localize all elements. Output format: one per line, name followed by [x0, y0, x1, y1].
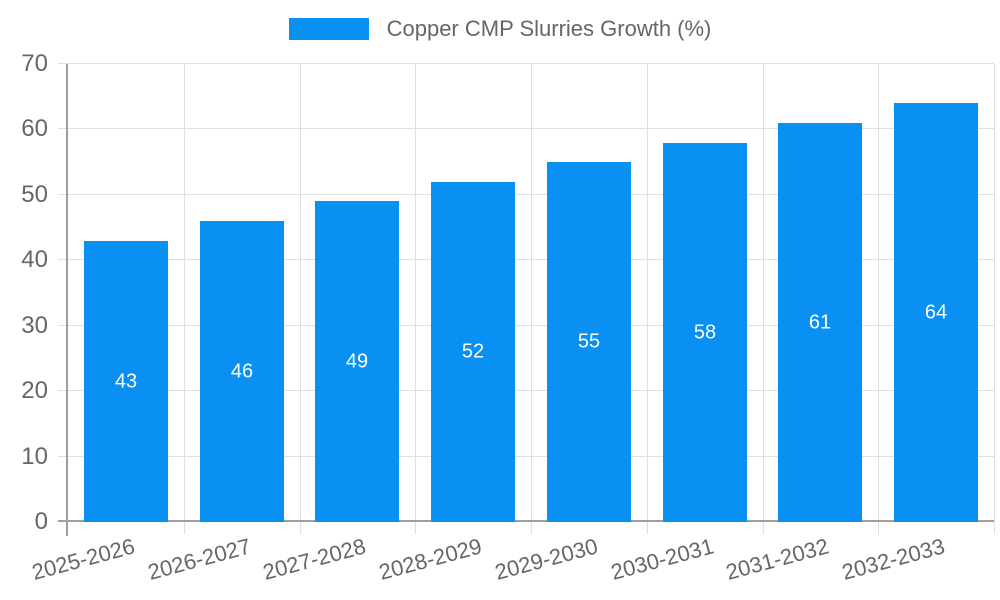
gridline [415, 64, 416, 522]
x-axis-line [58, 520, 994, 522]
bar[interactable]: 61 [778, 123, 862, 522]
bar-value-label: 46 [230, 360, 254, 382]
gridline [994, 64, 995, 522]
bar-value-label: 64 [924, 301, 948, 323]
x-axis-tick [300, 522, 301, 534]
y-axis-tick [58, 63, 68, 64]
bar-value-label: 49 [345, 350, 369, 372]
x-axis-tick [184, 522, 185, 534]
y-axis-tick [58, 390, 68, 391]
y-tick-label: 50 [21, 181, 48, 208]
bar[interactable]: 43 [84, 241, 168, 522]
x-axis-tick [531, 522, 532, 534]
y-axis-tick [58, 259, 68, 260]
x-tick-label: 2032-2033 [839, 533, 948, 585]
y-axis-tick [58, 325, 68, 326]
bar[interactable]: 64 [894, 103, 978, 522]
x-tick-label: 2026-2027 [145, 533, 254, 585]
bar[interactable]: 46 [200, 221, 284, 522]
y-tick-label: 0 [34, 508, 48, 535]
bar-value-label: 55 [577, 330, 601, 353]
gridline [300, 64, 301, 522]
gridline [68, 63, 994, 64]
y-tick-label: 40 [21, 246, 48, 273]
y-tick-label: 20 [21, 377, 48, 404]
bar[interactable]: 49 [315, 201, 399, 522]
y-axis-tick [58, 194, 68, 195]
y-axis-tick [58, 128, 68, 129]
gridline [878, 64, 879, 522]
chart-legend[interactable]: Copper CMP Slurries Growth (%) [0, 17, 1000, 41]
legend-label: Copper CMP Slurries Growth (%) [386, 16, 712, 41]
x-tick-label: 2028-2029 [376, 533, 485, 585]
gridline [763, 64, 764, 522]
bar-value-label: 58 [693, 321, 717, 343]
y-tick-label: 30 [21, 312, 48, 339]
x-tick-label: 2025-2026 [29, 533, 138, 585]
y-tick-label: 10 [21, 443, 48, 470]
gridline [647, 64, 648, 522]
y-axis-tick [58, 456, 68, 457]
x-tick-label: 2027-2028 [260, 533, 369, 585]
gridline [184, 64, 185, 522]
y-axis-line [66, 64, 68, 536]
y-tick-label: 70 [21, 50, 48, 77]
x-tick-label: 2030-2031 [608, 533, 717, 585]
bar[interactable]: 52 [431, 182, 515, 522]
bar[interactable]: 58 [663, 143, 747, 522]
x-axis-tick [878, 522, 879, 534]
bar-value-label: 61 [808, 311, 832, 333]
x-tick-label: 2029-2030 [492, 533, 601, 585]
bar-value-label: 52 [461, 340, 485, 363]
x-axis-tick [415, 522, 416, 534]
x-axis-tick [647, 522, 648, 534]
y-tick-label: 60 [21, 115, 48, 142]
gridline [531, 64, 532, 522]
x-tick-label: 2031-2032 [723, 533, 832, 585]
bar-value-label: 43 [114, 370, 138, 392]
bar[interactable]: 55 [547, 162, 631, 522]
legend-swatch-icon [288, 18, 369, 40]
x-axis-tick [994, 522, 995, 534]
x-axis-tick [763, 522, 764, 534]
